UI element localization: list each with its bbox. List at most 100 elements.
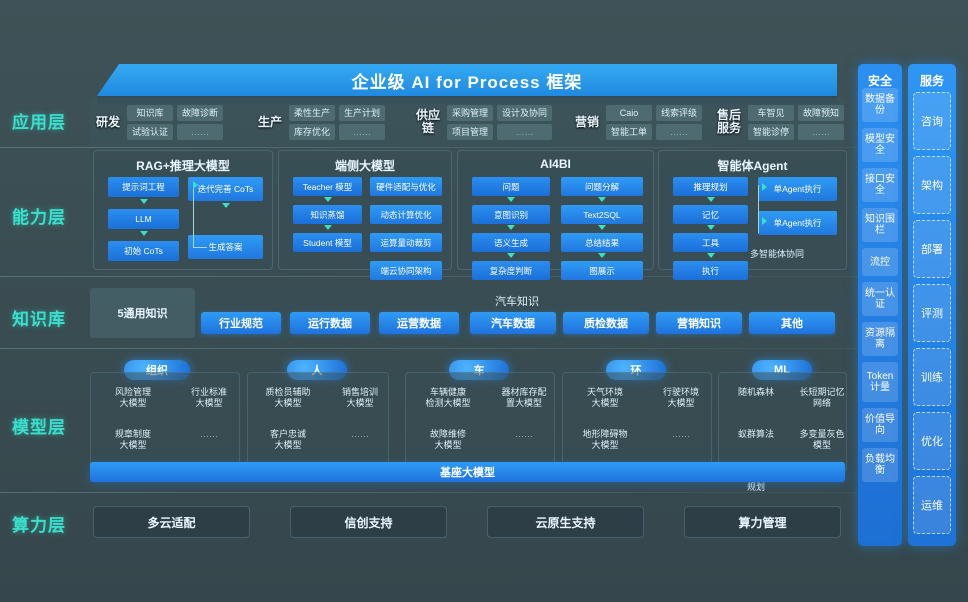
capability-node-left[interactable]: 语义生成 xyxy=(472,233,550,252)
model-item[interactable]: 地形障碍物 大模型 xyxy=(582,429,628,450)
compute-box[interactable]: 云原生支持 xyxy=(487,506,644,538)
flow-arrow-down-icon xyxy=(706,253,715,258)
capability-node-left[interactable]: LLM xyxy=(108,209,179,229)
application-chip[interactable]: 线索评级 xyxy=(656,104,703,121)
security-item[interactable]: 接口安全 xyxy=(862,168,898,202)
model-item[interactable]: 客户忠诚 大模型 xyxy=(269,429,306,450)
application-chip[interactable]: 试验认证 xyxy=(127,123,174,140)
application-chip[interactable]: 设计及协同 xyxy=(497,104,553,121)
model-item[interactable]: 长短期记忆 网络 xyxy=(799,387,845,408)
model-item[interactable]: 风险管理 大模型 xyxy=(114,387,151,408)
application-group-3: 营销 Caio 智能工单 线索评级 …… xyxy=(572,100,706,144)
capability-node-left[interactable]: 复杂度判断 xyxy=(472,261,550,280)
knowledge-chip[interactable]: 质检数据 xyxy=(563,312,649,334)
security-item[interactable]: 负载均衡 xyxy=(862,448,898,482)
model-item[interactable]: …… xyxy=(672,429,690,439)
knowledge-chip[interactable]: 营销知识 xyxy=(656,312,742,334)
application-chip[interactable]: 智能诊停 xyxy=(748,123,795,140)
service-item[interactable]: 咨询 xyxy=(913,92,951,150)
application-chip[interactable]: 生产计划 xyxy=(339,104,386,121)
capability-node-right[interactable]: 运算量动裁剪 xyxy=(370,233,442,252)
security-item[interactable]: 统一认证 xyxy=(862,282,898,316)
capability-node-right[interactable]: 单Agent执行 xyxy=(758,211,837,235)
service-item[interactable]: 运维 xyxy=(913,476,951,534)
application-chip[interactable]: …… xyxy=(497,123,553,140)
knowledge-chip[interactable]: 运行数据 xyxy=(290,312,370,334)
application-chip[interactable]: …… xyxy=(798,123,845,140)
capability-card-title: RAG+推理大模型 xyxy=(136,159,230,173)
service-item[interactable]: 优化 xyxy=(913,412,951,470)
capability-node-right[interactable]: 迭代完善 CoTs xyxy=(188,177,263,201)
model-item[interactable]: 规章制度 大模型 xyxy=(114,429,151,450)
capability-node-left[interactable]: 问题 xyxy=(472,177,550,196)
model-item[interactable]: 行业标准 大模型 xyxy=(190,387,227,408)
application-chip[interactable]: 故障预知 xyxy=(798,104,845,121)
capability-node-left[interactable]: Teacher 模型 xyxy=(293,177,362,196)
capability-node-right[interactable]: 生成答案 xyxy=(188,235,263,259)
capability-node-left[interactable]: 执行 xyxy=(673,261,748,280)
capability-node-left[interactable]: Student 模型 xyxy=(293,233,362,252)
service-item[interactable]: 训练 xyxy=(913,348,951,406)
service-item[interactable]: 评测 xyxy=(913,284,951,342)
knowledge-chip[interactable]: 行业规范 xyxy=(201,312,281,334)
application-chip[interactable]: 库存优化 xyxy=(289,123,336,140)
security-column: 安全 xyxy=(858,64,902,546)
security-item[interactable]: 知识围栏 xyxy=(862,208,898,242)
compute-box[interactable]: 信创支持 xyxy=(290,506,447,538)
model-item[interactable]: …… xyxy=(200,429,218,439)
model-item[interactable]: 蚁群算法 xyxy=(737,429,774,439)
capability-node-left[interactable]: 提示词工程 xyxy=(108,177,179,197)
capability-node-right[interactable]: 图展示 xyxy=(561,261,643,280)
capability-node-left[interactable]: 推理规划 xyxy=(673,177,748,196)
capability-node-left[interactable]: 记忆 xyxy=(673,205,748,224)
security-item[interactable]: 资源隔离 xyxy=(862,322,898,356)
model-item[interactable]: 行驶环境 大模型 xyxy=(662,387,699,408)
model-item[interactable]: …… xyxy=(351,429,369,439)
application-chip[interactable]: 项目管理 xyxy=(447,123,494,140)
capability-node-left[interactable]: 意图识别 xyxy=(472,205,550,224)
application-chip[interactable]: 采购管理 xyxy=(447,104,494,121)
model-item[interactable]: 故障维修 大模型 xyxy=(429,429,466,450)
capability-node-left[interactable]: 知识蒸馏 xyxy=(293,205,362,224)
security-item[interactable]: Token计量 xyxy=(862,362,898,402)
model-item[interactable]: 天气环境 大模型 xyxy=(586,387,623,408)
application-chip[interactable]: 车智见 xyxy=(748,104,795,121)
model-item[interactable]: 器材库存配 置大模型 xyxy=(501,387,547,408)
application-chip[interactable]: …… xyxy=(656,123,703,140)
security-item[interactable]: 流控 xyxy=(862,248,898,276)
application-chip[interactable]: 智能工单 xyxy=(606,123,653,140)
capability-node-right[interactable]: 总结结果 xyxy=(561,233,643,252)
application-chip[interactable]: Caio xyxy=(606,104,653,121)
capability-node-right[interactable]: Text2SQL xyxy=(561,205,643,224)
model-item[interactable]: 随机森林 xyxy=(737,387,774,397)
model-item[interactable]: 质检员辅助 大模型 xyxy=(265,387,311,408)
application-chip[interactable]: …… xyxy=(177,123,224,140)
application-chip[interactable]: 知识库 xyxy=(127,104,174,121)
application-chip[interactable]: 故障诊断 xyxy=(177,104,224,121)
flow-connector xyxy=(193,185,194,247)
security-item[interactable]: 数据备份 xyxy=(862,88,898,122)
compute-box[interactable]: 多云适配 xyxy=(93,506,250,538)
capability-node-right[interactable]: 单Agent执行 xyxy=(758,177,837,201)
capability-node-right[interactable]: 动态计算优化 xyxy=(370,205,442,224)
compute-box[interactable]: 算力管理 xyxy=(684,506,841,538)
model-item[interactable]: …… xyxy=(515,429,533,439)
application-chip[interactable]: 柔性生产 xyxy=(289,104,336,121)
knowledge-chip[interactable]: 运营数据 xyxy=(379,312,459,334)
capability-node-left[interactable]: 初始 CoTs xyxy=(108,241,179,261)
capability-node-right[interactable]: 端云协同架构 xyxy=(370,261,442,280)
capability-node-right[interactable]: 问题分解 xyxy=(561,177,643,196)
security-item[interactable]: 模型安全 xyxy=(862,128,898,162)
capability-node-left[interactable]: 工具 xyxy=(673,233,748,252)
capability-node-right[interactable]: 硬件适配与优化 xyxy=(370,177,442,196)
model-item[interactable]: 销售培训 大模型 xyxy=(341,387,378,408)
model-item[interactable]: 多变量灰色 模型 xyxy=(799,429,845,450)
knowledge-chip[interactable]: 汽车数据 xyxy=(470,312,556,334)
application-chip[interactable]: …… xyxy=(339,123,386,140)
service-item[interactable]: 架构 xyxy=(913,156,951,214)
service-item[interactable]: 部署 xyxy=(913,220,951,278)
security-item[interactable]: 价值导向 xyxy=(862,408,898,442)
knowledge-chip[interactable]: 其他 xyxy=(749,312,835,334)
model-group-card-3: 天气环境 大模型 行驶环境 大模型地形障碍物 大模型 …… xyxy=(562,372,712,472)
model-item[interactable]: 车辆健康 检测大模型 xyxy=(425,387,471,408)
